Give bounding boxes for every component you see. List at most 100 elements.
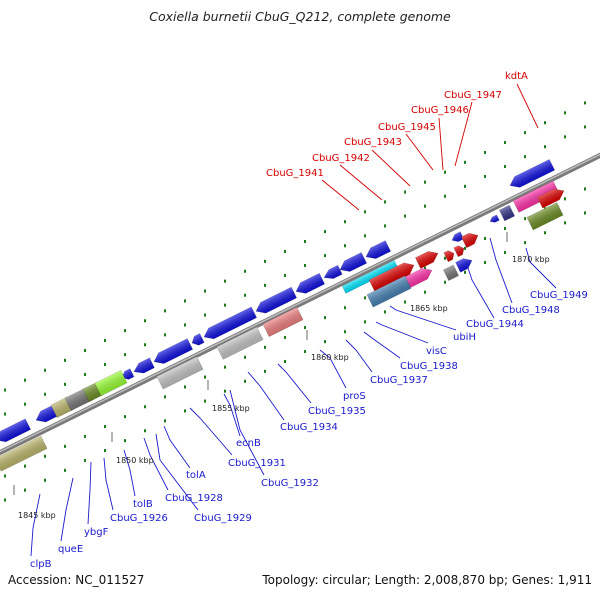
gene-label-queE[interactable]: queE	[58, 544, 83, 555]
gene-label-ybgF[interactable]: ybgF	[84, 527, 109, 538]
dot-row-inner-reverse	[524, 217, 526, 221]
gene-label-CbuG_1937[interactable]: CbuG_1937	[370, 375, 428, 386]
leader-CbuG_1931	[189, 407, 233, 456]
gene-reverse-blue-11[interactable]	[293, 272, 325, 297]
gene-reverse-blue-7[interactable]	[151, 338, 193, 368]
leader-ybgF	[87, 461, 92, 525]
leader-CbuG_1934	[247, 371, 285, 421]
gene-label-CbuG_1943[interactable]: CbuG_1943	[344, 137, 402, 148]
dot-row-inner-reverse	[584, 187, 586, 191]
dot-row-outer-forward	[564, 111, 566, 115]
gene-CbuG_1946-block[interactable]	[443, 264, 459, 281]
gene-CbuG_1942[interactable]	[415, 248, 440, 269]
gene-kdtA[interactable]	[537, 185, 566, 209]
gene-reverse-blue-9[interactable]	[201, 306, 257, 343]
gene-label-CbuG_1935[interactable]: CbuG_1935	[308, 406, 366, 417]
dot-row-outer-forward	[244, 269, 246, 273]
dot-row-outer-reverse	[144, 429, 146, 433]
gene-reverse-blue-0[interactable]	[0, 418, 31, 446]
dot-row-inner-forward	[204, 313, 206, 317]
dot-row-inner-forward	[484, 174, 486, 178]
leader-CbuG_1946	[438, 117, 444, 171]
dot-row-outer-forward	[124, 329, 126, 333]
gene-label-CbuG_1931[interactable]: CbuG_1931	[228, 458, 286, 469]
kbp-label-1845: 1845 kbp	[18, 511, 56, 520]
gene-features	[0, 159, 566, 472]
gene-CbuG_1945[interactable]	[443, 249, 456, 263]
gene-reverse-blue-14[interactable]	[363, 240, 391, 263]
gene-CbuG_1944[interactable]	[450, 231, 465, 244]
dot-row-inner-forward	[364, 234, 366, 238]
gene-label-CbuG_1948[interactable]: CbuG_1948	[502, 305, 560, 316]
dot-row-inner-forward	[584, 125, 586, 129]
gene-CbuG_1934-block[interactable]	[156, 356, 204, 390]
gene-CbuG_1946[interactable]	[461, 230, 480, 249]
gene-small-reverse[interactable]	[489, 214, 500, 224]
gene-label-CbuG_1941[interactable]: CbuG_1941	[266, 168, 324, 179]
dot-row-inner-reverse	[364, 296, 366, 300]
gene-label-CbuG_1926[interactable]: CbuG_1926	[110, 513, 168, 524]
gene-CbuG_1943[interactable]	[405, 265, 434, 288]
leader-CbuG_1949	[525, 247, 557, 289]
gene-clpB[interactable]	[0, 435, 48, 472]
gene-label-tolA[interactable]: tolA	[186, 470, 206, 481]
dot-row-inner-reverse	[564, 197, 566, 201]
dot-row-inner-reverse	[264, 345, 266, 349]
dot-row-inner-forward	[24, 402, 26, 406]
gene-label-CbuG_1947[interactable]: CbuG_1947	[444, 90, 502, 101]
dot-row-inner-forward	[344, 244, 346, 248]
gene-label-clpB[interactable]: clpB	[30, 559, 52, 570]
gene-reverse-blue-6[interactable]	[132, 357, 155, 377]
gene-label-visC[interactable]: visC	[426, 346, 447, 357]
gene-CbuG_1947[interactable]	[455, 255, 475, 273]
gene-reverse-blue-12[interactable]	[322, 264, 343, 282]
leader-visC	[375, 321, 429, 344]
gene-label-ubiH[interactable]: ubiH	[453, 332, 476, 343]
gene-label-CbuG_1949[interactable]: CbuG_1949	[530, 290, 588, 301]
leader-CbuG_1947	[454, 101, 473, 167]
gene-label-CbuG_1934[interactable]: CbuG_1934	[280, 422, 338, 433]
gene-label-proS[interactable]: proS	[343, 391, 366, 402]
gene-label-CbuG_1932[interactable]: CbuG_1932	[261, 478, 319, 489]
gene-label-kdtA[interactable]: kdtA	[505, 71, 528, 82]
dot-row-outer-forward	[84, 348, 86, 352]
gene-label-tolB[interactable]: tolB	[133, 499, 153, 510]
gene-CbuG_1945b[interactable]	[453, 244, 466, 258]
leader-CbuG_1928	[143, 437, 169, 491]
gene-label-CbuG_1944[interactable]: CbuG_1944	[466, 319, 524, 330]
gene-CbuG_1943-block[interactable]	[366, 275, 412, 308]
gene-reverse-blue-8[interactable]	[190, 333, 205, 348]
gene-CbuG_1935-block[interactable]	[216, 326, 264, 360]
gene-label-ecnB[interactable]: ecnB	[236, 438, 261, 449]
gene-label-CbuG_1929[interactable]: CbuG_1929	[194, 513, 252, 524]
dot-row-inner-reverse	[484, 236, 486, 240]
gene-label-CbuG_1928[interactable]: CbuG_1928	[165, 493, 223, 504]
gene-CbuG_1941[interactable]	[368, 259, 417, 293]
gene-label-CbuG_1946[interactable]: CbuG_1946	[411, 105, 469, 116]
dot-row-outer-forward	[544, 121, 546, 125]
gene-tolB[interactable]	[94, 370, 128, 397]
gene-kdtA-block[interactable]	[526, 202, 564, 231]
accession-text: Accession: NC_011527	[8, 573, 145, 587]
dot-row-outer-reverse	[184, 409, 186, 413]
gene-CbuG_1944-block[interactable]	[499, 204, 515, 222]
gene-reverse-blue-13[interactable]	[337, 252, 367, 275]
gene-proS[interactable]	[262, 306, 304, 337]
leader-CbuG_1943	[371, 149, 411, 187]
dot-row-outer-reverse	[384, 310, 386, 314]
dot-row-inner-forward	[564, 135, 566, 139]
dot-row-outer-reverse	[344, 330, 346, 334]
dot-row-inner-reverse	[4, 474, 6, 478]
dot-row-inner-reverse	[284, 335, 286, 339]
gene-reverse-blue-10[interactable]	[253, 286, 297, 317]
gene-label-CbuG_1942[interactable]: CbuG_1942	[312, 153, 370, 164]
gene-label-CbuG_1945[interactable]: CbuG_1945	[378, 122, 436, 133]
gene-reverse-blue-5[interactable]	[120, 368, 135, 382]
gene-reverse-blue-15[interactable]	[507, 159, 555, 191]
dot-row-outer-reverse	[304, 350, 306, 354]
dot-row-outer-reverse	[564, 221, 566, 225]
genome-backbone-highlight	[0, 153, 600, 453]
gene-label-CbuG_1938[interactable]: CbuG_1938	[400, 361, 458, 372]
leader-CbuG_1941	[321, 179, 360, 211]
dot-row-inner-reverse	[44, 454, 46, 458]
